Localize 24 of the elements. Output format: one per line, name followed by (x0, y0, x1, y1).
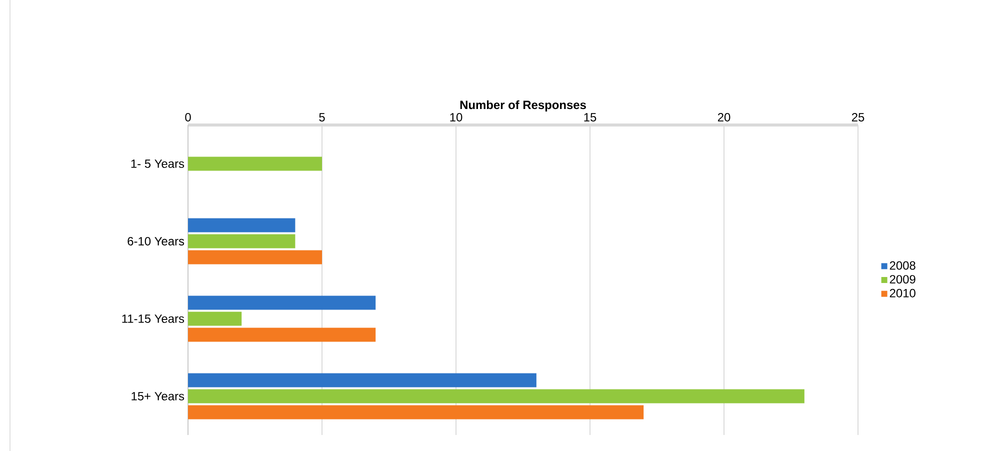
y-tick-label: 11-15 Years (122, 314, 184, 323)
bar (188, 328, 376, 342)
bar (188, 389, 804, 404)
x-tick-label: 25 (852, 113, 864, 122)
x-tick-label: 10 (450, 113, 462, 122)
x-tick-label: 5 (319, 113, 325, 122)
bar (188, 296, 376, 310)
chart-title: Number of Responses (460, 100, 586, 112)
y-tick-label: 6-10 Years (128, 237, 184, 246)
x-tick-label: 15 (584, 113, 596, 122)
bar (188, 373, 536, 388)
legend-label: 2008 (890, 261, 916, 270)
x-tick-label: 20 (718, 113, 730, 122)
bar (188, 156, 322, 171)
bar (188, 405, 644, 420)
bar (188, 234, 296, 248)
legend-label: 2010 (890, 288, 916, 298)
bar (188, 312, 242, 326)
bar (188, 250, 322, 264)
x-tick-label: 0 (185, 113, 191, 122)
bar (188, 218, 296, 232)
y-tick-label: 15+ Years (132, 392, 184, 400)
legend-label: 2009 (890, 275, 916, 284)
y-tick-label: 1- 5 Years (131, 160, 184, 168)
